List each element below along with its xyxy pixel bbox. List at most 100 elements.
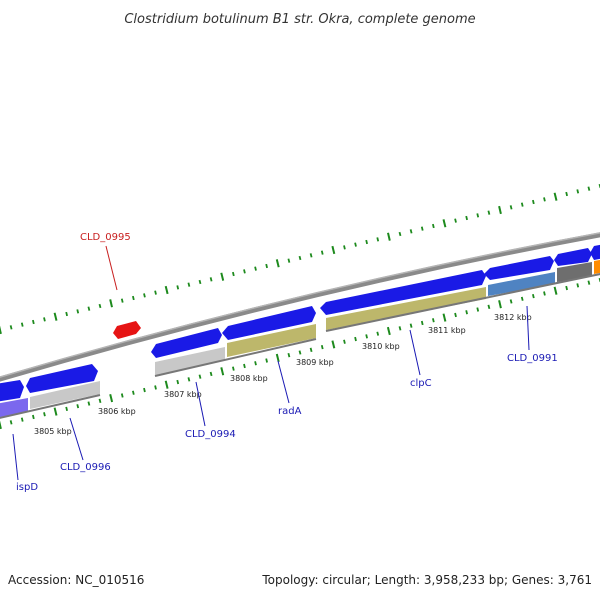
leader-line bbox=[277, 360, 290, 404]
cds-arrow-reverse[interactable] bbox=[113, 321, 141, 339]
tick-mark bbox=[9, 325, 13, 330]
cds-arrow[interactable] bbox=[320, 270, 486, 315]
tick-mark bbox=[309, 253, 313, 258]
tick-mark bbox=[109, 299, 113, 308]
accession-text: Accession: NC_010516 bbox=[8, 573, 145, 587]
tick-mark bbox=[120, 393, 124, 398]
cog-segment bbox=[326, 287, 486, 330]
gene-labels: CLD_0995 ispD CLD_0996 CLD_0994 radA clp… bbox=[16, 232, 558, 493]
tick-mark bbox=[520, 296, 524, 301]
tick-mark bbox=[275, 353, 280, 363]
tick-mark bbox=[65, 406, 68, 412]
cds-arrow[interactable] bbox=[0, 380, 24, 402]
cog-segment bbox=[30, 381, 100, 409]
tick-mark bbox=[376, 331, 380, 336]
cog-segment bbox=[488, 272, 555, 296]
cds-arrow[interactable] bbox=[26, 364, 98, 393]
gene-label[interactable]: radA bbox=[278, 406, 302, 417]
cds-arrow[interactable] bbox=[151, 328, 222, 358]
cds-arrow[interactable] bbox=[554, 248, 592, 266]
gene-label[interactable]: CLD_0996 bbox=[60, 462, 111, 473]
forward-cds-track bbox=[0, 243, 600, 402]
gene-label[interactable]: ispD bbox=[16, 482, 38, 493]
tick-mark bbox=[98, 303, 102, 309]
tick-mark bbox=[76, 404, 80, 409]
tick-mark bbox=[298, 350, 302, 355]
tick-mark bbox=[576, 189, 580, 194]
cog-segment bbox=[155, 347, 225, 375]
tick-mark bbox=[53, 312, 58, 321]
tick-mark bbox=[32, 414, 35, 420]
tick-mark bbox=[331, 340, 336, 349]
tick-mark bbox=[43, 317, 46, 322]
cds-arrow[interactable] bbox=[222, 306, 316, 340]
tick-mark bbox=[376, 237, 380, 242]
tick-mark bbox=[132, 295, 135, 301]
kbp-label: 3810 kbp bbox=[362, 342, 400, 351]
tick-mark bbox=[587, 280, 591, 285]
tick-mark bbox=[275, 259, 280, 268]
topology-text: Topology: circular; Length: 3,958,233 bp… bbox=[262, 573, 592, 587]
tick-mark bbox=[164, 285, 169, 295]
tick-mark bbox=[553, 286, 558, 295]
tick-mark bbox=[543, 291, 546, 296]
gene-label[interactable]: clpC bbox=[410, 378, 432, 389]
kbp-label: 3812 kbp bbox=[494, 313, 532, 322]
tick-mark bbox=[53, 407, 58, 416]
tick-mark bbox=[254, 266, 257, 271]
kbp-label: 3809 kbp bbox=[296, 358, 334, 367]
cds-arrow[interactable] bbox=[484, 256, 554, 280]
tick-mark bbox=[176, 379, 180, 385]
tick-mark bbox=[143, 293, 146, 298]
gene-label[interactable]: CLD_0995 bbox=[80, 232, 131, 243]
tick-mark bbox=[398, 326, 402, 331]
map-title: Clostridium botulinum B1 str. Okra, comp… bbox=[124, 12, 475, 27]
tick-mark bbox=[265, 358, 268, 363]
tick-mark bbox=[465, 310, 468, 315]
tick-mark bbox=[409, 229, 413, 234]
tick-mark bbox=[465, 215, 468, 221]
tick-mark bbox=[532, 199, 535, 205]
tick-mark bbox=[0, 420, 2, 430]
tick-mark bbox=[565, 285, 568, 291]
tick-mark bbox=[109, 394, 114, 403]
tick-mark bbox=[20, 322, 24, 327]
tick-mark bbox=[209, 371, 213, 377]
tick-mark bbox=[87, 306, 91, 311]
tick-mark bbox=[553, 192, 558, 201]
leader-line bbox=[526, 305, 530, 351]
tick-mark bbox=[387, 232, 391, 241]
tick-mark bbox=[243, 363, 246, 369]
gene-label[interactable]: CLD_0994 bbox=[185, 429, 236, 440]
leader-line bbox=[69, 417, 84, 461]
tick-mark bbox=[287, 258, 291, 263]
kbp-label: 3805 kbp bbox=[34, 427, 72, 436]
cds-arrow[interactable] bbox=[590, 243, 600, 260]
tick-mark bbox=[65, 311, 68, 317]
leader-line bbox=[195, 381, 206, 427]
inner-tick-ring bbox=[0, 277, 600, 430]
tick-mark bbox=[476, 307, 480, 312]
cog-segment bbox=[594, 259, 600, 274]
kbp-label: 3808 kbp bbox=[230, 374, 268, 383]
gene-label[interactable]: CLD_0991 bbox=[507, 353, 558, 364]
position-labels: 3805 kbp 3806 kbp 3807 kbp 3808 kbp 3809… bbox=[34, 313, 532, 436]
tick-mark bbox=[509, 299, 513, 304]
tick-mark bbox=[343, 339, 346, 344]
tick-mark bbox=[187, 282, 191, 287]
tick-mark bbox=[154, 290, 157, 295]
tick-mark bbox=[287, 352, 291, 358]
tick-mark bbox=[498, 300, 502, 309]
tick-mark bbox=[0, 325, 2, 335]
tick-mark bbox=[265, 263, 268, 269]
tick-mark bbox=[331, 245, 336, 255]
tick-mark bbox=[409, 323, 413, 328]
kbp-label: 3807 kbp bbox=[164, 390, 202, 399]
cog-band-track bbox=[0, 259, 600, 419]
genome-backbone-highlight bbox=[0, 232, 600, 378]
tick-mark bbox=[420, 226, 424, 231]
tick-mark bbox=[576, 283, 580, 288]
tick-mark bbox=[354, 242, 357, 247]
tick-mark bbox=[164, 380, 169, 389]
tick-mark bbox=[298, 255, 302, 261]
